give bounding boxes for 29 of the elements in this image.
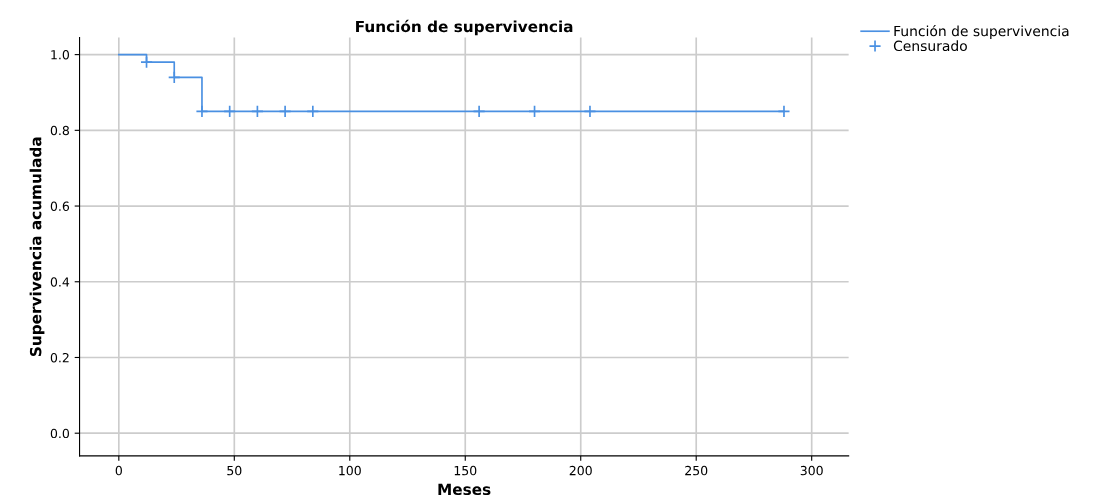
point [777, 105, 791, 118]
point [167, 70, 181, 84]
x-tick-label: 50 [227, 465, 242, 476]
legend-label: Función de supervivencia [894, 24, 1069, 39]
point [306, 105, 320, 118]
y-tick-label: 1.0 [51, 50, 70, 60]
y-axis-title: Supervivencia acumulada [29, 137, 45, 357]
y-tick-label: 0.4 [50, 277, 70, 287]
point [528, 105, 541, 118]
point [583, 105, 597, 118]
x-tick-label: 200 [569, 465, 592, 476]
x-tick-label: 0 [115, 465, 122, 476]
x-tick-label: 300 [800, 465, 823, 476]
point [278, 105, 292, 118]
x-tick-label: 150 [454, 465, 477, 476]
x-tick-label: 100 [339, 465, 361, 476]
x-axis-title: Meses [438, 483, 491, 496]
legend-label: Censurado [893, 40, 967, 52]
y-tick-label: 0.0 [50, 428, 70, 439]
point [251, 105, 264, 118]
y-tick-label: 0.8 [50, 125, 69, 136]
point [140, 55, 153, 69]
point [223, 105, 237, 118]
chart-title: Función de supervivencia [356, 19, 573, 36]
y-tick-label: 0.2 [50, 352, 69, 363]
y-tick-label: 0.6 [50, 201, 70, 211]
point [195, 105, 209, 118]
x-tick-label: 250 [685, 465, 708, 476]
point [472, 105, 486, 118]
